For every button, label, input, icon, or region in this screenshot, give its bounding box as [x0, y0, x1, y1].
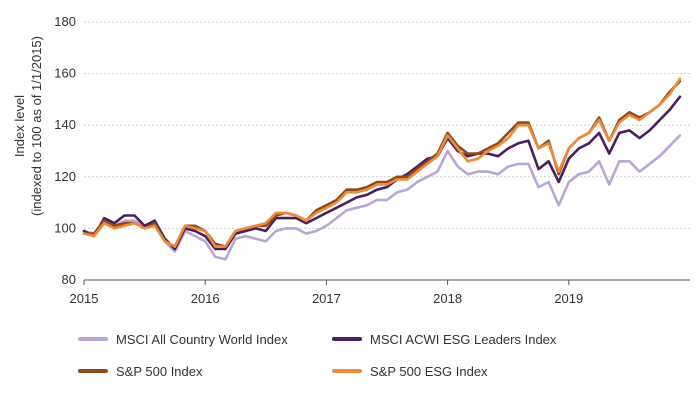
- legend-item-sp500-esg: S&P 500 ESG Index: [332, 360, 488, 382]
- legend: MSCI All Country World Index MSCI ACWI E…: [78, 328, 638, 388]
- x-tick-label: 2016: [191, 291, 220, 306]
- y-tick-label: 160: [54, 66, 76, 81]
- legend-swatch-sp500: [78, 369, 108, 373]
- y-tick-label: 120: [54, 169, 76, 184]
- x-axis-ticks: 2015 2016 2017 2018 2019: [70, 280, 583, 306]
- series-line-sp500-esg: [82, 77, 682, 248]
- y-axis-title-line-2: (indexed to 100 as of 1/1/2015): [29, 36, 44, 216]
- x-tick-label: 2019: [554, 291, 583, 306]
- legend-swatch-msci-acwi-esg-leaders: [332, 337, 362, 341]
- legend-swatch-msci-acwi: [78, 337, 108, 341]
- x-tick-label: 2018: [433, 291, 462, 306]
- legend-label-msci-acwi: MSCI All Country World Index: [116, 331, 288, 347]
- y-tick-label: 100: [54, 220, 76, 235]
- y-tick-label: 140: [54, 117, 76, 132]
- series-line-msci-acwi: [82, 134, 682, 261]
- y-tick-label: 80: [62, 272, 76, 287]
- legend-label-msci-acwi-esg-leaders: MSCI ACWI ESG Leaders Index: [370, 331, 557, 347]
- series-lines: [82, 77, 682, 261]
- series-line-sp500: [82, 80, 682, 248]
- line-chart: Index level (indexed to 100 as of 1/1/20…: [12, 14, 690, 306]
- legend-label-sp500: S&P 500 Index: [116, 363, 203, 379]
- series-line-msci-acwi-esg-leaders: [82, 95, 682, 251]
- y-axis-title: Index level (indexed to 100 as of 1/1/20…: [12, 36, 44, 216]
- y-axis-ticks: 80 100 120 140 160 180: [54, 14, 76, 287]
- legend-swatch-sp500-esg: [332, 369, 362, 373]
- legend-label-sp500-esg: S&P 500 ESG Index: [370, 363, 488, 379]
- legend-item-msci-acwi: MSCI All Country World Index: [78, 328, 288, 350]
- x-tick-label: 2015: [70, 291, 99, 306]
- y-axis-title-line-1: Index level: [12, 95, 27, 157]
- legend-item-sp500: S&P 500 Index: [78, 360, 203, 382]
- x-tick-label: 2017: [312, 291, 341, 306]
- y-tick-label: 180: [54, 14, 76, 29]
- gridlines: [84, 21, 690, 229]
- legend-item-msci-acwi-esg-leaders: MSCI ACWI ESG Leaders Index: [332, 328, 556, 350]
